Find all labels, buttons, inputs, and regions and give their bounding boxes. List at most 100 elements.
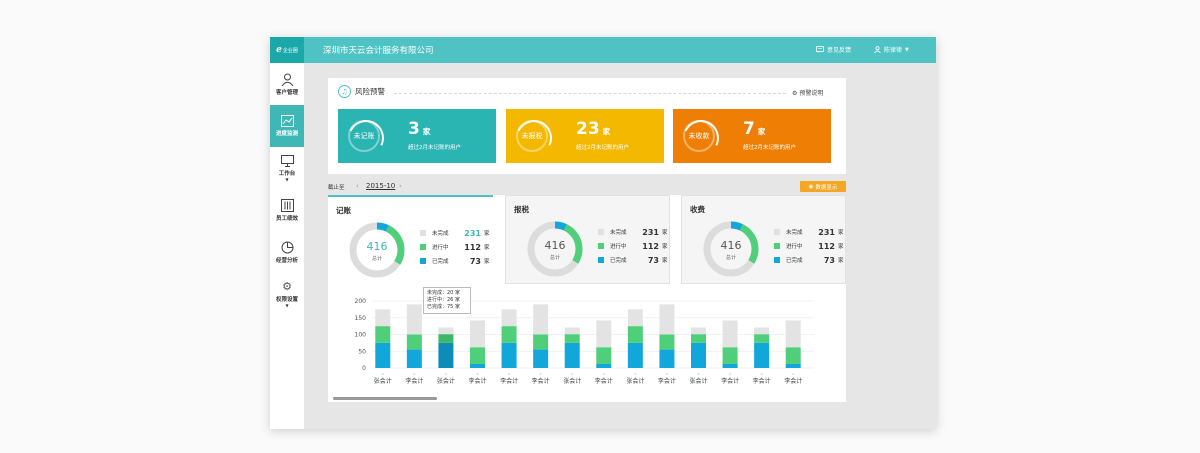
bar-segment xyxy=(533,349,549,368)
bar-segment xyxy=(470,363,485,368)
cutoff-label: 截止至 xyxy=(328,185,345,191)
stat-count: 23 家 xyxy=(576,119,610,139)
bar-segment xyxy=(785,320,801,348)
legend-item: 进行中 112 家 xyxy=(598,241,668,251)
sidebar-item-progress[interactable]: 进度监测 xyxy=(270,105,304,147)
sidebar-item-customers[interactable]: 客户管理 xyxy=(270,63,304,105)
legend-unit: 家 xyxy=(838,230,844,236)
sidebar-item-label: 进度监测 xyxy=(275,131,298,137)
x-tick-label: 张会计 xyxy=(563,377,581,385)
app-window: ℯ 企业圈 深圳市天云会计服务有限公司 意见反馈 陈律律 ▼ 客户管理 进度监测… xyxy=(270,37,936,429)
legend-label: 未完成 xyxy=(610,230,627,236)
donut-sub-label: 总计 xyxy=(371,256,382,262)
legend-label: 进行中 xyxy=(786,244,803,250)
feedback-button[interactable]: 意见反馈 xyxy=(816,45,851,54)
x-tick-label: 李会计 xyxy=(658,377,676,385)
tooltip-line: 已完成：75 家 xyxy=(427,304,460,310)
stat-ring: 未记账 xyxy=(348,120,380,152)
donut-total: 416 xyxy=(544,239,566,252)
stat-ring: 未报税 xyxy=(516,120,548,152)
bar-segment xyxy=(722,320,738,348)
stat-ring-label: 未收款 xyxy=(688,132,710,140)
stat-count-value: 23 xyxy=(576,119,600,139)
risk-title: ♫ 风险预警 xyxy=(338,85,385,98)
donut-chart xyxy=(527,221,583,277)
y-tick-label: 50 xyxy=(358,348,366,355)
stacked-bar-chart: 0 50 100 150 200 张会计 李会计 张会计 李会计 李会计 李会计 张会计 李会计 张会计 李… xyxy=(355,298,814,385)
sidebar-item-performance[interactable]: 员工绩效 xyxy=(270,189,304,231)
x-tick-dot xyxy=(476,372,479,376)
bar-segment xyxy=(533,334,549,350)
donut-chart xyxy=(703,221,759,277)
gear-icon: ⚙ xyxy=(792,90,798,97)
bar-segment xyxy=(627,326,643,343)
x-tick-label: 张会计 xyxy=(689,377,707,385)
bar-segment xyxy=(722,347,738,364)
bar-segment xyxy=(596,347,612,364)
legend-item: 未完成 231 家 xyxy=(598,227,668,237)
sidebar-item-label: 经营分析 xyxy=(275,257,298,264)
x-tick-dot xyxy=(760,372,763,376)
chevron-left-icon[interactable]: ‹ xyxy=(356,182,359,190)
bar-segment xyxy=(438,327,454,335)
bar-segment xyxy=(438,342,454,368)
legend-unit: 家 xyxy=(838,258,844,264)
risk-title-text: 风险预警 xyxy=(355,87,385,96)
sidebar-item-workbench[interactable]: 工作台 ▼ xyxy=(270,147,304,189)
chevron-right-icon[interactable]: › xyxy=(399,182,402,190)
data-display-button[interactable]: ◉ 数据显示 xyxy=(800,181,846,192)
bar-segment xyxy=(659,349,675,368)
donut-sub-label: 总计 xyxy=(549,255,560,261)
x-tick-dot xyxy=(792,372,795,376)
x-tick-dot xyxy=(381,372,384,376)
stat-card-untaxed[interactable]: 未报税 23 家 超过2月未记账的用户 xyxy=(506,109,664,163)
legend-unit: 家 xyxy=(662,230,668,236)
bar-segment xyxy=(722,363,738,368)
bar-segment xyxy=(438,334,454,343)
logo[interactable]: ℯ 企业圈 xyxy=(270,37,304,63)
legend-label: 未完成 xyxy=(786,230,803,236)
x-tick-label: 张会计 xyxy=(437,377,455,385)
legend-value: 73 xyxy=(469,256,481,266)
horizontal-scrollbar[interactable] xyxy=(333,397,437,400)
logo-text: 企业圈 xyxy=(282,47,298,54)
sidebar-item-permissions[interactable]: ⚙ 权限设置 ▼ xyxy=(270,273,304,315)
legend-value: 73 xyxy=(823,255,835,265)
legend-value: 73 xyxy=(647,255,659,265)
stat-count-value: 3 xyxy=(408,119,420,139)
legend-value: 112 xyxy=(642,241,659,251)
tab-tax[interactable]: 报税 416 总计 未完成 231 家 进行中 112 家 已完成 73 家 xyxy=(505,195,670,284)
x-tick-label: 张会计 xyxy=(374,377,392,385)
bar-segment xyxy=(596,320,612,348)
donut-chart xyxy=(349,222,405,278)
x-tick-dot xyxy=(665,372,669,376)
x-tick-label: 李会计 xyxy=(500,377,518,385)
bar-segment xyxy=(470,347,485,364)
y-tick-label: 200 xyxy=(355,298,367,305)
warning-help-link[interactable]: ⚙ 预警说明 xyxy=(792,88,823,97)
sliders-icon xyxy=(280,198,294,212)
feedback-label: 意见反馈 xyxy=(827,47,852,54)
sidebar-item-analysis[interactable]: 经营分析 xyxy=(270,231,304,273)
period-value[interactable]: 2015-10 xyxy=(366,182,396,190)
stat-description: 超过2月未记账的用户 xyxy=(743,145,796,151)
bar-segment xyxy=(754,334,770,343)
tab-fees[interactable]: 收费 416 总计 未完成 231 家 进行中 112 家 已完成 73 家 xyxy=(681,195,846,284)
bar-segment xyxy=(375,326,391,343)
bar-segment xyxy=(691,327,706,335)
legend-swatch xyxy=(774,257,780,263)
user-icon xyxy=(874,46,881,53)
legend-unit: 家 xyxy=(484,231,490,237)
x-tick-dot xyxy=(507,372,511,376)
legend-item: 进行中 112 家 xyxy=(420,242,490,252)
tab-bookkeeping[interactable]: 记账 416 总计 未完成 231 家 进行中 112 家 已完成 73 家 xyxy=(328,195,493,284)
legend-item: 未完成 231 家 xyxy=(774,227,844,237)
bar-segment xyxy=(564,342,580,368)
donut-total: 416 xyxy=(720,239,742,252)
user-menu[interactable]: 陈律律 ▼ xyxy=(874,45,909,54)
